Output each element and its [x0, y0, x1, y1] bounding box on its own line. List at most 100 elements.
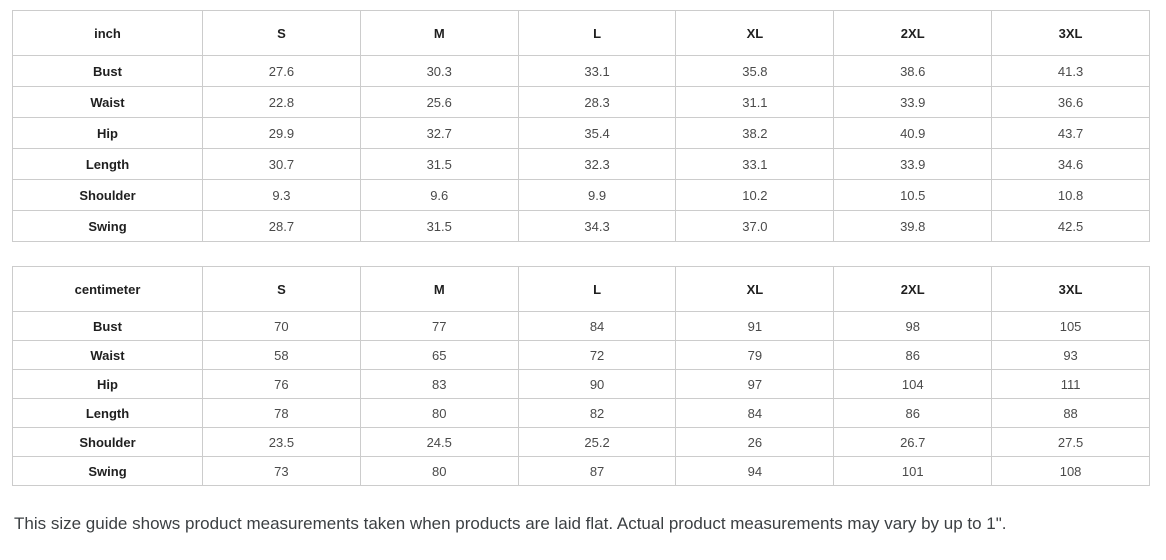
measurement-label-cell: Waist	[12, 86, 203, 118]
measurement-value-cell: 84	[517, 311, 677, 341]
measurement-value-cell: 88	[991, 398, 1150, 428]
measurement-value-cell: 28.7	[202, 210, 361, 242]
table-row: Length 78 80 82 84 86 88	[12, 398, 1150, 428]
measurement-value-cell: 10.2	[675, 179, 835, 211]
measurement-value-cell: 108	[991, 456, 1150, 486]
size-column-header: 2XL	[833, 266, 993, 312]
measurement-value-cell: 90	[517, 369, 677, 399]
measurement-label-cell: Length	[12, 398, 203, 428]
table-row: Swing 28.7 31.5 34.3 37.0 39.8 42.5	[12, 210, 1150, 242]
measurement-value-cell: 79	[675, 340, 835, 370]
measurement-value-cell: 105	[991, 311, 1150, 341]
measurement-value-cell: 34.3	[517, 210, 677, 242]
measurement-value-cell: 82	[517, 398, 677, 428]
size-column-header: L	[517, 266, 677, 312]
measurement-label-cell: Hip	[12, 117, 203, 149]
unit-header: inch	[12, 10, 203, 56]
measurement-value-cell: 76	[202, 369, 361, 399]
measurement-value-cell: 111	[991, 369, 1150, 399]
measurement-value-cell: 78	[202, 398, 361, 428]
measurement-value-cell: 37.0	[675, 210, 835, 242]
measurement-value-cell: 43.7	[991, 117, 1150, 149]
measurement-value-cell: 104	[833, 369, 993, 399]
size-column-header: M	[359, 266, 519, 312]
measurement-value-cell: 39.8	[833, 210, 993, 242]
measurement-value-cell: 40.9	[833, 117, 993, 149]
table-row: Hip 29.9 32.7 35.4 38.2 40.9 43.7	[12, 117, 1150, 149]
measurement-value-cell: 80	[359, 456, 519, 486]
measurement-value-cell: 80	[359, 398, 519, 428]
measurement-value-cell: 9.6	[359, 179, 519, 211]
measurement-value-cell: 36.6	[991, 86, 1150, 118]
header-row: inch S M L XL 2XL 3XL	[12, 10, 1150, 56]
measurement-value-cell: 87	[517, 456, 677, 486]
measurement-value-cell: 84	[675, 398, 835, 428]
unit-header: centimeter	[12, 266, 203, 312]
measurement-value-cell: 9.3	[202, 179, 361, 211]
measurement-value-cell: 30.7	[202, 148, 361, 180]
measurement-value-cell: 41.3	[991, 55, 1150, 87]
measurement-value-cell: 94	[675, 456, 835, 486]
measurement-label-cell: Bust	[12, 311, 203, 341]
size-table-inch: inch S M L XL 2XL 3XL Bust 27.6 30.3 33.1 35.8 38.6 4…	[12, 10, 1150, 242]
table-row: Hip 76 83 90 97 104 111	[12, 369, 1150, 399]
table-row: Length 30.7 31.5 32.3 33.1 33.9 34.6	[12, 148, 1150, 180]
table-row: Waist 22.8 25.6 28.3 31.1 33.9 36.6	[12, 86, 1150, 118]
size-column-header: S	[202, 10, 361, 56]
measurement-value-cell: 83	[359, 369, 519, 399]
measurement-value-cell: 9.9	[517, 179, 677, 211]
measurement-value-cell: 93	[991, 340, 1150, 370]
size-guide-note: This size guide shows product measuremen…	[14, 514, 1007, 533]
size-column-header: L	[517, 10, 677, 56]
measurement-label-cell: Shoulder	[12, 179, 203, 211]
table-row: Swing 73 80 87 94 101 108	[12, 456, 1150, 486]
measurement-value-cell: 42.5	[991, 210, 1150, 242]
measurement-value-cell: 33.1	[675, 148, 835, 180]
table-row: Bust 70 77 84 91 98 105	[12, 311, 1150, 341]
measurement-value-cell: 29.9	[202, 117, 361, 149]
measurement-value-cell: 30.3	[359, 55, 519, 87]
measurement-value-cell: 32.7	[359, 117, 519, 149]
size-column-header: XL	[675, 266, 835, 312]
size-column-header: 2XL	[833, 10, 993, 56]
measurement-value-cell: 58	[202, 340, 361, 370]
measurement-value-cell: 22.8	[202, 86, 361, 118]
measurement-value-cell: 35.4	[517, 117, 677, 149]
measurement-value-cell: 27.5	[991, 427, 1150, 457]
size-column-header: 3XL	[991, 266, 1150, 312]
measurement-label-cell: Swing	[12, 210, 203, 242]
measurement-value-cell: 98	[833, 311, 993, 341]
measurement-value-cell: 24.5	[359, 427, 519, 457]
table-row: Shoulder 9.3 9.6 9.9 10.2 10.5 10.8	[12, 179, 1150, 211]
measurement-value-cell: 33.9	[833, 86, 993, 118]
measurement-value-cell: 72	[517, 340, 677, 370]
measurement-value-cell: 28.3	[517, 86, 677, 118]
measurement-value-cell: 38.2	[675, 117, 835, 149]
measurement-value-cell: 26.7	[833, 427, 993, 457]
table-row: Bust 27.6 30.3 33.1 35.8 38.6 41.3	[12, 55, 1150, 87]
measurement-label-cell: Swing	[12, 456, 203, 486]
measurement-label-cell: Hip	[12, 369, 203, 399]
measurement-value-cell: 23.5	[202, 427, 361, 457]
measurement-value-cell: 65	[359, 340, 519, 370]
measurement-value-cell: 10.5	[833, 179, 993, 211]
size-table-centimeter: centimeter S M L XL 2XL 3XL Bust 70 77 84 91 98 105 Wa…	[12, 266, 1150, 486]
table-row: Shoulder 23.5 24.5 25.2 26 26.7 27.5	[12, 427, 1150, 457]
measurement-value-cell: 25.2	[517, 427, 677, 457]
measurement-value-cell: 86	[833, 398, 993, 428]
measurement-value-cell: 70	[202, 311, 361, 341]
measurement-value-cell: 97	[675, 369, 835, 399]
measurement-label-cell: Shoulder	[12, 427, 203, 457]
measurement-value-cell: 32.3	[517, 148, 677, 180]
size-column-header: XL	[675, 10, 835, 56]
measurement-value-cell: 34.6	[991, 148, 1150, 180]
header-row: centimeter S M L XL 2XL 3XL	[12, 266, 1150, 312]
measurement-label-cell: Bust	[12, 55, 203, 87]
measurement-value-cell: 38.6	[833, 55, 993, 87]
size-column-header: 3XL	[991, 10, 1150, 56]
measurement-label-cell: Length	[12, 148, 203, 180]
measurement-value-cell: 77	[359, 311, 519, 341]
measurement-label-cell: Waist	[12, 340, 203, 370]
measurement-value-cell: 31.1	[675, 86, 835, 118]
